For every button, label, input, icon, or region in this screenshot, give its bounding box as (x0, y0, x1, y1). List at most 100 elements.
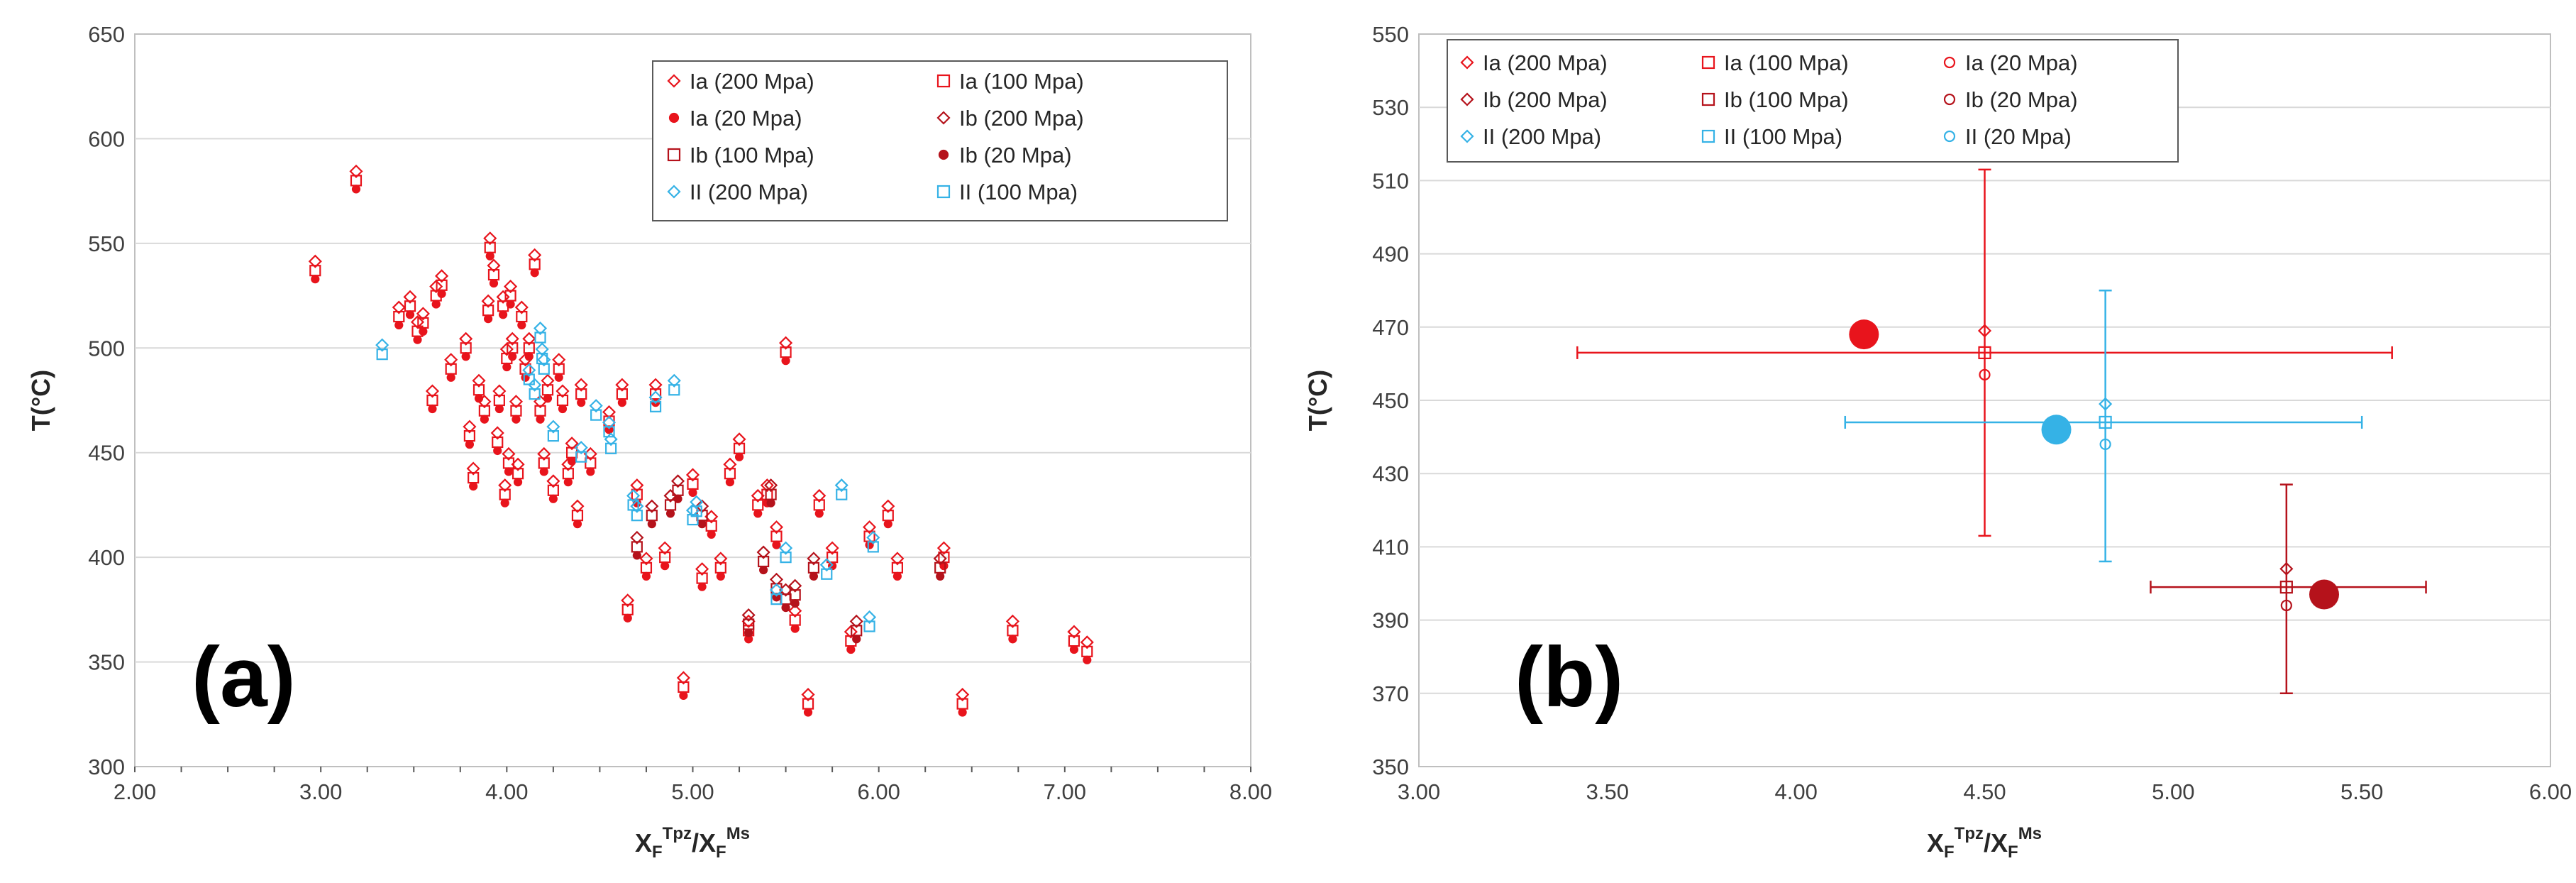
marker-200mpa (723, 457, 737, 471)
marker-100mpa (631, 510, 643, 522)
legend-a-item: Ib (20 Mpa) (938, 143, 1072, 168)
data-point-Ib (756, 545, 770, 575)
y-tick-label-a: 350 (88, 650, 125, 675)
marker-200mpa (769, 520, 784, 534)
y-tick-label-b: 350 (1372, 755, 1409, 779)
marker-20mpa (498, 310, 508, 319)
chart-panel-a: 2.00 3.00 4.00 5.00 6.00 7.00 8.00 300 350 400 45… (26, 22, 1272, 862)
legend-b-item: II (20 Mpa) (1943, 124, 2072, 149)
marker-200mpa (779, 583, 793, 597)
marker-20mpa (502, 362, 512, 372)
marker-200mpa (779, 336, 793, 350)
legend-b-label: Ib (20 Mpa) (1965, 87, 2078, 112)
marker-100mpa (687, 513, 699, 526)
y-tick-label-b: 510 (1372, 168, 1409, 193)
marker-200mpa (812, 488, 827, 503)
legend-b-item: Ib (200 Mpa) (1460, 87, 1608, 112)
y-tick-label-b: 550 (1372, 22, 1409, 47)
y-axis-label-a: T(°C) (26, 370, 55, 431)
marker-20mpa (513, 478, 523, 487)
data-point-Ia (403, 290, 417, 319)
marker-100mpa (780, 552, 792, 564)
marker-200mpa (509, 395, 523, 409)
panel-label-b: (b) (1515, 630, 1623, 725)
marker-200mpa (375, 338, 389, 352)
marker-100mpa (770, 593, 783, 605)
data-point-Ib (741, 608, 756, 637)
data-point-Ia (812, 488, 827, 518)
data-point-Ia (541, 373, 555, 403)
y-tick-label-b: 530 (1372, 95, 1409, 120)
marker-200mpa (498, 478, 512, 493)
marker-200mpa (670, 474, 685, 488)
marker-20mpa (958, 708, 967, 717)
marker-200mpa (615, 378, 629, 392)
legend-b-label: Ib (200 Mpa) (1483, 87, 1608, 112)
marker-200mpa (492, 384, 507, 398)
marker-20mpa (489, 278, 499, 288)
marker-20mpa (530, 268, 539, 278)
marker-200mpa (570, 499, 585, 513)
data-point-Ia (570, 499, 585, 529)
legend-a-item: Ib (100 Mpa) (667, 143, 814, 168)
legend-b: Ia (200 Mpa) Ia (100 Mpa) Ia (20 Mpa) Ib (2… (1447, 39, 2179, 163)
marker-200mpa (477, 395, 492, 409)
legend-diamond-icon (667, 185, 681, 199)
data-point-Ia (1067, 625, 1081, 654)
data-point-Ia (639, 552, 653, 581)
data-point-Ia (723, 457, 737, 487)
marker-200mpa (849, 614, 863, 628)
marker-200mpa (444, 353, 458, 367)
marker-20mpa (536, 415, 545, 424)
x-ticks-a: 2.00 3.00 4.00 5.00 6.00 7.00 8.00 (114, 767, 1272, 804)
marker-200mpa (528, 248, 542, 262)
marker-200mpa (481, 294, 495, 308)
data-point-Ia (349, 164, 363, 194)
marker-20mpa (446, 373, 455, 382)
marker-20mpa (437, 289, 446, 298)
marker-200mpa (589, 399, 603, 413)
marker-20mpa (567, 456, 577, 466)
marker-200mpa (555, 384, 570, 398)
marker-200mpa (825, 541, 839, 555)
marker-20mpa (1069, 645, 1079, 654)
marker-200mpa (537, 353, 551, 367)
marker-200mpa (504, 280, 518, 294)
panel-label-a: (a) (192, 630, 296, 725)
data-point-Ib (764, 478, 778, 508)
marker-200mpa (505, 331, 519, 346)
data-point-Ia (676, 671, 690, 701)
marker-20mpa (543, 394, 553, 403)
data-point-Ia (511, 457, 525, 487)
x-tick-label-b: 5.00 (2152, 779, 2194, 804)
legend-a: Ia (200 Mpa) Ia (100 Mpa) Ia (20 Mpa) Ib (2… (652, 60, 1228, 221)
marker-200mpa (487, 258, 501, 273)
marker-20mpa (539, 467, 548, 476)
legend-b-item: II (100 Mpa) (1701, 124, 1842, 149)
legend-b-label: II (100 Mpa) (1724, 124, 1842, 149)
marker-200mpa (2099, 397, 2113, 411)
legend-circle-icon (1943, 56, 1956, 69)
marker-200mpa (630, 530, 644, 544)
data-point-II (866, 530, 880, 553)
y-ticks-b: 350 370 390 410 430 450 470 490 510 530 550 (1372, 22, 1409, 779)
marker-200mpa (863, 610, 877, 625)
marker-100mpa (821, 568, 833, 580)
data-point-Ia (714, 552, 728, 581)
x-tick-label-b: 6.00 (2529, 779, 2572, 804)
data-point-Ia (615, 378, 629, 407)
marker-20mpa (734, 452, 744, 461)
x-tick-label-b: 4.00 (1774, 779, 1817, 804)
legend-square-icon (1701, 92, 1715, 106)
marker-100mpa (575, 451, 587, 463)
marker-200mpa (425, 384, 440, 398)
y-tick-label-b: 390 (1372, 608, 1409, 633)
marker-200mpa (807, 552, 821, 566)
marker-20mpa (766, 498, 775, 508)
marker-20mpa (790, 624, 800, 633)
data-point-Ib (645, 499, 659, 529)
marker-200mpa (801, 687, 815, 702)
legend-circle-icon (1943, 93, 1956, 106)
x-tick-label-a: 2.00 (114, 779, 156, 804)
data-point-II (769, 583, 784, 605)
